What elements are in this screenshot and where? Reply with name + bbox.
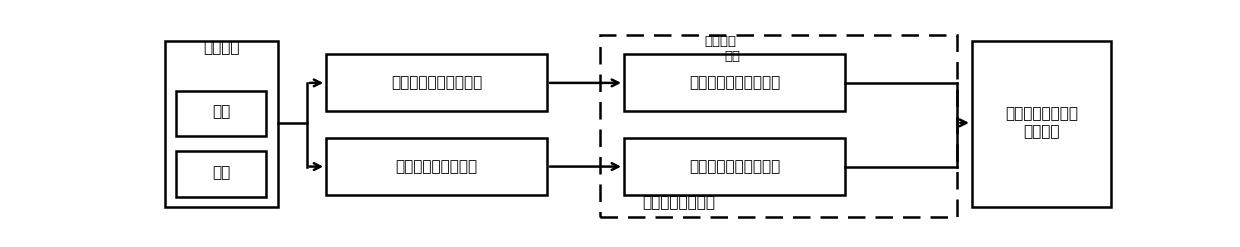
- Bar: [972, 41, 1111, 206]
- Text: 剩余强度: 剩余强度: [704, 35, 737, 48]
- Text: 湿度: 湿度: [212, 165, 231, 180]
- Bar: [326, 54, 547, 111]
- Text: 粘接结构剩余强度
预测模型: 粘接结构剩余强度 预测模型: [1006, 107, 1078, 139]
- Bar: [326, 138, 547, 195]
- Bar: [624, 138, 844, 195]
- Text: 粘接剂化学特性分析: 粘接剂化学特性分析: [396, 159, 477, 174]
- Bar: [176, 151, 267, 197]
- Bar: [624, 54, 844, 111]
- Text: 关键化学特性筛选: 关键化学特性筛选: [642, 195, 715, 210]
- Text: 温度: 温度: [212, 104, 231, 119]
- Bar: [165, 41, 278, 206]
- Text: 化学特性变化规律曲线: 化学特性变化规律曲线: [689, 159, 780, 174]
- Bar: [176, 90, 267, 136]
- Bar: [600, 35, 957, 217]
- Text: 原理: 原理: [724, 50, 740, 62]
- Text: 老化系数变化规律曲线: 老化系数变化规律曲线: [689, 75, 780, 90]
- Text: 环境因素: 环境因素: [203, 40, 239, 55]
- Text: 粘接结构力学性能研究: 粘接结构力学性能研究: [391, 75, 482, 90]
